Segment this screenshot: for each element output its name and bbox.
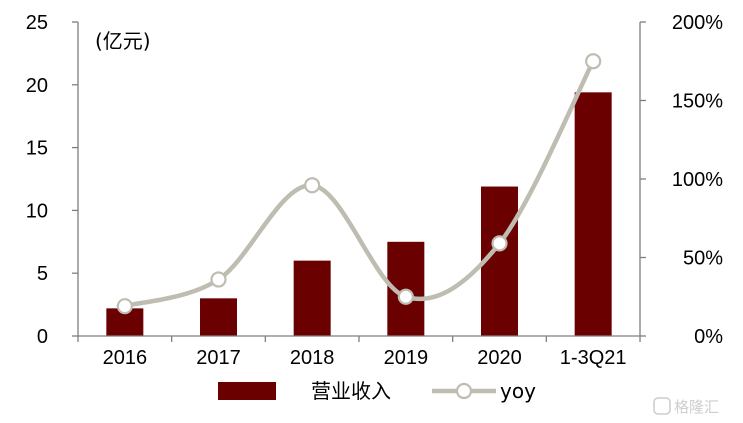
left-axis-tick-labels: 0 5 10 15 20 25 — [26, 12, 48, 348]
x-category-label: 2018 — [290, 347, 335, 369]
yoy-point — [210, 271, 227, 288]
revenue-bar — [574, 92, 612, 336]
legend-bar-label: 营业收入 — [311, 379, 391, 403]
watermark-text: 格隆汇 — [674, 398, 719, 416]
legend-line-label: yoy — [500, 379, 536, 403]
yoy-point — [397, 288, 414, 305]
legend-line-marker — [455, 382, 473, 400]
legend-bar-swatch — [218, 382, 276, 400]
left-tick-label: 0 — [37, 326, 48, 348]
right-tick-label: 150% — [672, 91, 723, 113]
yoy-line — [124, 60, 596, 309]
yoy-point — [585, 53, 602, 70]
revenue-bar — [200, 298, 237, 336]
right-tick-label: 50% — [683, 248, 723, 270]
right-tick-label: 0% — [694, 326, 723, 348]
left-tick-label: 20 — [26, 75, 48, 97]
x-category-label: 2020 — [477, 347, 522, 369]
x-category-label: 1-3Q21 — [560, 347, 627, 369]
watermark: 格隆汇 — [653, 397, 719, 416]
left-tick-label: 5 — [37, 263, 48, 285]
right-axis-tick-labels: 0% 50% 100% 150% 200% — [672, 12, 723, 348]
x-axis-category-labels: 2016 2017 2018 2019 2020 1-3Q21 — [103, 347, 627, 369]
revenue-bar — [293, 260, 331, 336]
left-tick-label: 25 — [26, 12, 48, 34]
glh-logo-icon — [653, 397, 671, 415]
x-category-label: 2016 — [103, 347, 148, 369]
left-axis-unit-label: (亿元) — [95, 29, 151, 53]
x-category-label: 2019 — [384, 347, 429, 369]
left-tick-label: 10 — [26, 200, 48, 222]
legend: 营业收入 yoy — [218, 379, 536, 403]
yoy-markers — [116, 53, 602, 315]
yoy-point — [491, 235, 508, 252]
right-tick-label: 100% — [672, 169, 723, 191]
x-category-label: 2017 — [196, 347, 241, 369]
left-tick-label: 15 — [26, 138, 48, 160]
axes — [72, 21, 646, 342]
yoy-point — [304, 177, 321, 194]
yoy-point — [116, 298, 133, 315]
right-tick-label: 200% — [672, 12, 723, 34]
revenue-bars — [106, 92, 612, 336]
